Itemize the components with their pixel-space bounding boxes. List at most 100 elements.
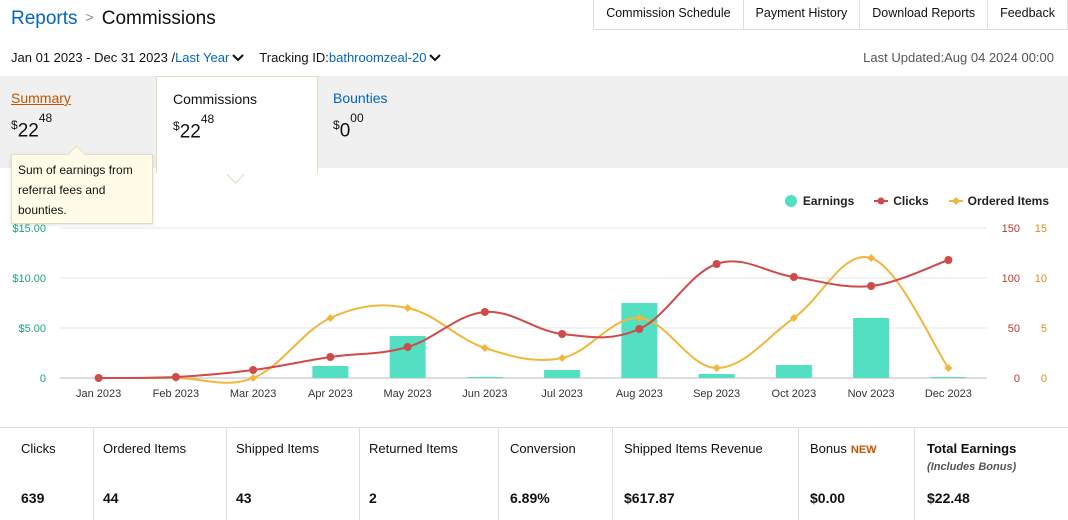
ordered-items-line: [98, 255, 950, 384]
tab-summary-label[interactable]: Summary: [11, 90, 71, 106]
ordered-items-point: [867, 254, 876, 262]
stat-value: 2: [369, 490, 377, 506]
tracking-id-dropdown[interactable]: bathroomzeal-20: [328, 50, 427, 65]
stat-label: Returned Items: [369, 441, 458, 456]
stat-label: Shipped Items: [236, 441, 320, 456]
stats-bar: Clicks 639 Ordered Items 44 Shipped Item…: [0, 427, 1068, 520]
new-badge: NEW: [850, 444, 877, 456]
stat-total-earnings: Total Earnings (Includes Bonus) $22.48: [915, 428, 1068, 520]
earnings-bar: [930, 377, 967, 378]
stat-value: 639: [21, 490, 45, 506]
right-axis-clicks-tick: 150: [1002, 223, 1020, 235]
tab-commissions-label: Commissions: [173, 91, 258, 107]
left-axis-tick: $5.00: [18, 323, 46, 335]
earnings-bar: [775, 365, 812, 378]
tab-summary[interactable]: Summary $2248: [0, 76, 156, 168]
period-dropdown[interactable]: Last Year: [175, 50, 230, 65]
ordered-items-point: [712, 364, 721, 372]
stat-label: Total Earnings: [927, 441, 1017, 456]
clicks-point: [326, 353, 335, 361]
clicks-point: [867, 282, 876, 290]
tracking-id-label: Tracking ID:: [259, 50, 329, 65]
x-axis-tick: Jun 2023: [462, 388, 507, 400]
x-axis-tick: Aug 2023: [616, 388, 663, 400]
tab-bounties-amount: $000: [333, 111, 364, 142]
legend-line-circle-icon: [874, 197, 889, 205]
tab-summary-amount: $2248: [11, 111, 53, 142]
last-updated-text: Last Updated:Aug 04 2024 00:00: [863, 50, 1054, 65]
right-axis-items-tick: 5: [1041, 323, 1047, 335]
right-axis-items-tick: 0: [1041, 373, 1047, 385]
chevron-down-icon[interactable]: [429, 53, 442, 62]
ordered-items-point: [944, 364, 953, 372]
stat-label: Shipped Items Revenue: [624, 441, 763, 456]
clicks-point: [403, 343, 412, 351]
clicks-point: [558, 330, 567, 338]
clicks-point: [94, 374, 103, 382]
ordered-items-point: [480, 344, 489, 352]
earnings-chart: 0 0 0 $5.00 50 5 $10.00 100 10 $15.00 150 15 Jan 202…: [12, 223, 1047, 400]
tab-bounties[interactable]: Bounties $000: [332, 76, 492, 168]
tab-bounties-label[interactable]: Bounties: [333, 90, 388, 106]
x-axis-tick: Sep 2023: [693, 388, 740, 400]
stat-returned-items: Returned Items 2: [360, 428, 499, 520]
earnings-bar: [853, 318, 890, 378]
summary-tabs: Summary $2248 Commissions $2248 Bounties…: [0, 76, 1068, 173]
tooltip-text: Sum of earnings from referral fees and b…: [18, 163, 133, 217]
report-filters: Jan 01 2023 - Dec 31 2023 / Last Year Tr…: [11, 50, 442, 65]
left-axis-tick: 0: [40, 373, 46, 385]
stat-sublabel: (Includes Bonus): [927, 461, 1017, 473]
right-axis-clicks-tick: 50: [1008, 323, 1020, 335]
date-range-text: Jan 01 2023 - Dec 31 2023 /: [11, 50, 176, 65]
summary-tooltip: Sum of earnings from referral fees and b…: [11, 145, 153, 224]
stat-value: 6.89%: [510, 490, 550, 506]
download-reports-button[interactable]: Download Reports: [859, 0, 989, 30]
feedback-button[interactable]: Feedback: [987, 0, 1068, 30]
commission-schedule-button[interactable]: Commission Schedule: [593, 0, 744, 30]
stat-value: $22.48: [927, 490, 970, 506]
left-axis-tick: $15.00: [12, 223, 46, 235]
stat-value: $617.87: [624, 490, 675, 506]
x-axis-tick: Feb 2023: [153, 388, 199, 400]
breadcrumb-reports-link[interactable]: Reports: [11, 8, 78, 29]
stat-label: Ordered Items: [103, 441, 187, 456]
stat-shipped-items: Shipped Items 43: [227, 428, 360, 520]
right-axis-clicks-tick: 0: [1014, 373, 1020, 385]
x-axis-tick: Mar 2023: [230, 388, 276, 400]
stat-label: Conversion: [510, 441, 576, 456]
ordered-items-point: [558, 354, 567, 362]
right-axis-clicks-tick: 100: [1002, 273, 1020, 285]
legend-earnings-label: Earnings: [802, 194, 855, 208]
ordered-items-point: [403, 304, 412, 312]
stat-value: 43: [236, 490, 252, 506]
legend-ordered-items-label: Ordered Items: [967, 194, 1049, 208]
left-axis-tick: $10.00: [12, 273, 46, 285]
earnings-bar: [544, 370, 581, 378]
tab-commissions-amount: $2248: [173, 112, 215, 143]
clicks-point: [635, 325, 644, 333]
earnings-bar: [698, 374, 735, 378]
tab-commissions[interactable]: Commissions $2248: [156, 76, 318, 173]
legend-earnings[interactable]: Earnings: [784, 194, 854, 208]
stat-shipped-revenue: Shipped Items Revenue $617.87: [613, 428, 799, 520]
clicks-point: [480, 308, 489, 316]
x-axis-tick: Oct 2023: [772, 388, 817, 400]
stat-bonus: Bonus NEW $0.00: [799, 428, 915, 520]
ordered-items-point: [635, 314, 644, 322]
earnings-bar: [466, 377, 503, 378]
stat-label: Clicks: [21, 441, 56, 456]
x-axis-tick: Apr 2023: [308, 388, 353, 400]
stat-label: Bonus NEW: [810, 441, 877, 456]
x-axis-tick: Jan 2023: [76, 388, 121, 400]
legend-clicks[interactable]: Clicks: [874, 194, 929, 208]
right-axis-items-tick: 15: [1035, 223, 1047, 235]
ordered-items-point: [326, 314, 335, 322]
stat-value: $0.00: [810, 490, 846, 506]
chevron-down-icon[interactable]: [232, 53, 244, 62]
clicks-point: [789, 273, 798, 281]
ordered-items-point: [789, 314, 798, 322]
breadcrumb-separator-icon: >: [85, 9, 94, 25]
legend-ordered-items[interactable]: Ordered Items: [948, 194, 1049, 208]
stat-conversion: Conversion 6.89%: [499, 428, 613, 520]
payment-history-button[interactable]: Payment History: [742, 0, 861, 30]
